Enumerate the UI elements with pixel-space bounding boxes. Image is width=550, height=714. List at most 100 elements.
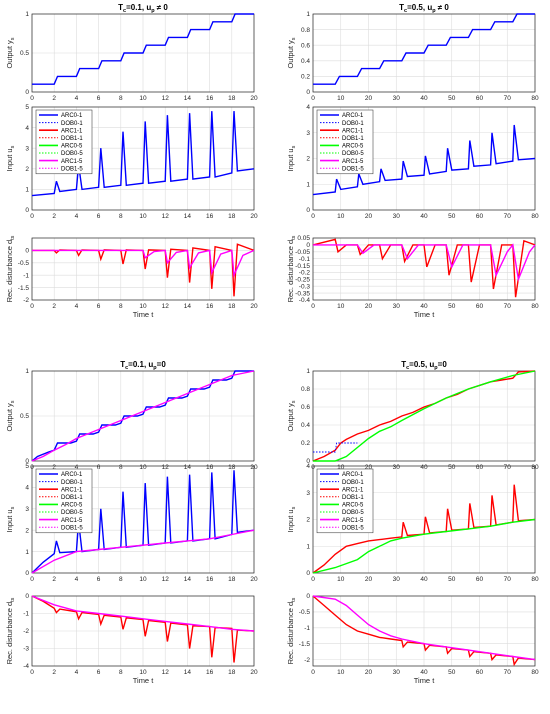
- legend-label: ARC1-1: [61, 487, 83, 493]
- x-tick-label: 0: [311, 669, 315, 676]
- x-tick-label: 70: [504, 303, 512, 310]
- y-tick-label: 1: [25, 368, 29, 375]
- y-axis-label: Input us: [286, 145, 297, 171]
- x-tick-label: 4: [75, 669, 79, 676]
- legend-label: ARC0-5: [342, 144, 364, 150]
- y-tick-label: 2: [306, 517, 310, 524]
- y-axis-label: Input us: [286, 506, 297, 532]
- y-tick-label: -0.1: [299, 256, 311, 263]
- legend-label: DOB0-5: [61, 151, 83, 157]
- x-tick-label: 16: [206, 213, 214, 220]
- legend-label: DOB0-5: [342, 151, 364, 157]
- legend-label: DOB1-1: [342, 495, 364, 501]
- series-line-ARC1-1: [32, 243, 255, 297]
- x-tick-label: 6: [97, 576, 101, 583]
- x-tick-label: 20: [365, 669, 373, 676]
- y-tick-label: 5: [25, 104, 29, 111]
- y-tick-label: 0.2: [301, 74, 310, 81]
- x-tick-label: 10: [337, 213, 345, 220]
- y-tick-label: 0: [306, 89, 310, 96]
- x-tick-label: 12: [162, 576, 170, 583]
- x-tick-label: 14: [184, 95, 192, 102]
- series-line-ARC1-5: [32, 249, 255, 278]
- legend-label: ARC1-1: [61, 128, 83, 134]
- x-tick-label: 10: [337, 576, 345, 583]
- x-tick-label: 0: [30, 576, 34, 583]
- legend-label: ARC0-5: [342, 503, 364, 509]
- x-tick-label: 18: [228, 303, 236, 310]
- chart-panel-d: 0 10 20 30 40 50 60 70 80 0 1 2 3 4 Input us ARC0-1 DOB0…: [286, 104, 539, 220]
- y-tick-label: 3: [306, 130, 310, 137]
- y-axis-label: Output ys: [286, 37, 297, 68]
- y-tick-label: -0.5: [18, 260, 30, 267]
- legend-label: DOB0-5: [342, 510, 364, 516]
- y-tick-label: 4: [25, 485, 29, 492]
- x-tick-label: 80: [531, 669, 539, 676]
- y-tick-label: -2: [23, 297, 29, 304]
- y-tick-label: 0: [25, 458, 29, 465]
- legend-label: ARC0-1: [61, 113, 83, 119]
- x-tick-label: 16: [206, 303, 214, 310]
- chart-title: Tc=0.5, up ≠ 0: [399, 3, 449, 14]
- x-tick-label: 14: [184, 303, 192, 310]
- y-tick-label: -0.35: [295, 290, 310, 297]
- x-axis-label: Time t: [414, 310, 435, 319]
- x-tick-label: 8: [119, 95, 123, 102]
- y-tick-label: 4: [306, 463, 310, 470]
- x-tick-label: 16: [206, 669, 214, 676]
- x-tick-label: 50: [448, 303, 456, 310]
- y-tick-label: 1: [306, 11, 310, 18]
- x-tick-label: 16: [206, 576, 214, 583]
- legend-label: ARC1-1: [342, 487, 364, 493]
- y-axis-label: Input us: [5, 145, 16, 171]
- y-tick-label: -0.2: [299, 270, 311, 277]
- x-tick-label: 40: [420, 95, 428, 102]
- chart-title: Tc=0.1, up=0: [120, 360, 166, 371]
- x-tick-label: 10: [139, 95, 147, 102]
- series-line-ARC0-1: [313, 13, 535, 85]
- legend-label: ARC0-5: [61, 503, 83, 509]
- legend-box: [35, 109, 93, 175]
- legend-label: DOB1-1: [61, 136, 83, 142]
- x-tick-label: 70: [504, 669, 512, 676]
- y-tick-label: 0: [25, 570, 29, 577]
- x-tick-label: 50: [448, 669, 456, 676]
- x-tick-label: 50: [448, 213, 456, 220]
- y-tick-label: 0: [25, 248, 29, 255]
- x-tick-label: 20: [250, 95, 258, 102]
- x-tick-label: 20: [365, 95, 373, 102]
- y-tick-label: 0: [25, 593, 29, 600]
- y-tick-label: 2: [306, 156, 310, 163]
- legend-box: [316, 468, 374, 534]
- y-tick-label: 0.8: [301, 386, 310, 393]
- y-tick-label: 0: [306, 242, 310, 249]
- x-tick-label: 20: [250, 303, 258, 310]
- axes-box: [31, 370, 255, 462]
- legend-label: DOB1-5: [61, 525, 83, 531]
- legend-label: DOB1-5: [61, 166, 83, 172]
- x-tick-label: 0: [30, 95, 34, 102]
- x-tick-label: 20: [365, 576, 373, 583]
- legend-label: ARC1-5: [61, 159, 83, 165]
- chart-panel-e: 0 2 4 6 8 10 12 14 16 18 20 -2 -1.5 -1 -0.5 0 Rec. distu…: [5, 235, 258, 319]
- x-tick-label: 80: [531, 213, 539, 220]
- x-tick-label: 20: [365, 303, 373, 310]
- y-tick-label: -2: [304, 657, 310, 664]
- y-tick-label: 4: [306, 104, 310, 111]
- legend-label: ARC1-5: [342, 518, 364, 524]
- y-tick-label: 3: [306, 490, 310, 497]
- x-tick-label: 18: [228, 669, 236, 676]
- y-tick-label: 0.5: [20, 413, 29, 420]
- legend-label: ARC1-1: [342, 128, 364, 134]
- y-tick-label: -1: [23, 611, 29, 618]
- y-tick-label: -0.25: [295, 277, 310, 284]
- x-tick-label: 0: [30, 669, 34, 676]
- y-tick-label: -0.4: [299, 297, 311, 304]
- y-tick-label: 0.8: [301, 27, 310, 34]
- y-tick-label: 0.6: [301, 42, 310, 49]
- series-line-ARC0-1: [32, 13, 254, 85]
- legend-label: DOB1-5: [342, 166, 364, 172]
- y-tick-label: 0: [306, 458, 310, 465]
- y-tick-label: -0.05: [295, 249, 310, 256]
